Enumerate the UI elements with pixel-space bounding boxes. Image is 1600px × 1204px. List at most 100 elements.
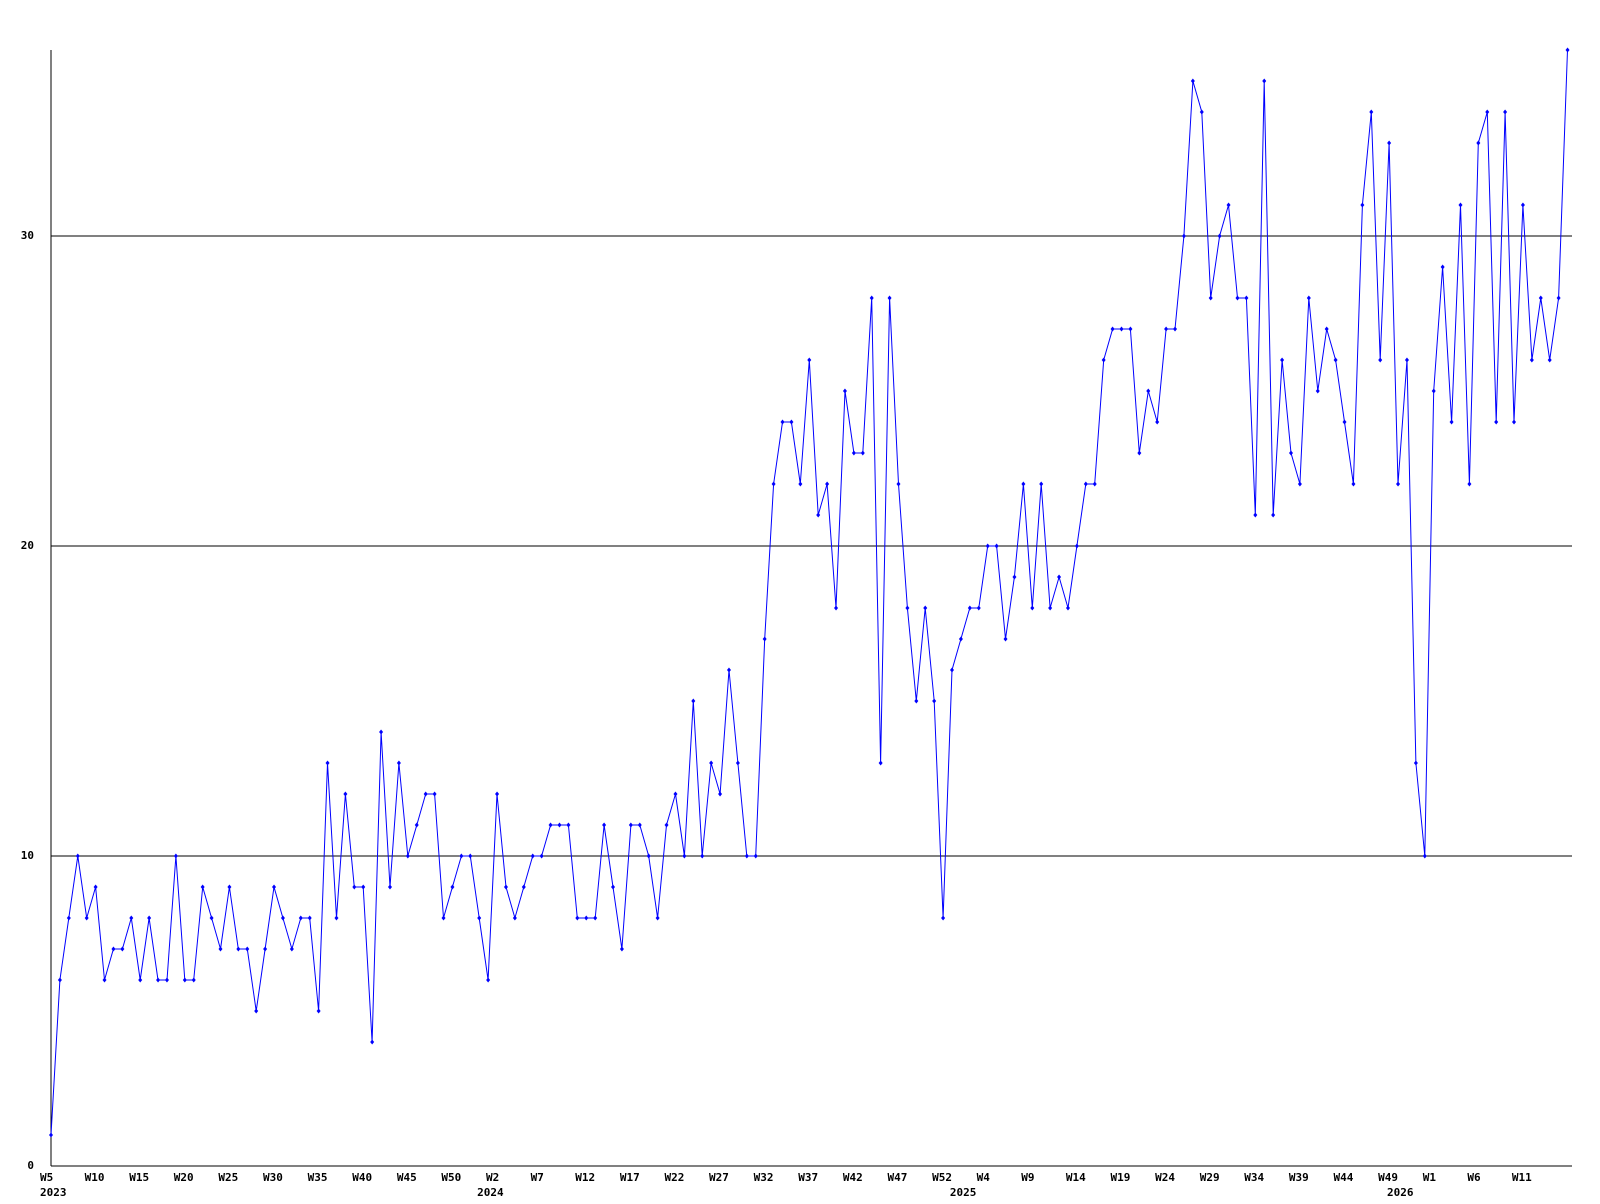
data-point — [405, 853, 410, 859]
data-point — [1137, 450, 1142, 456]
data-point — [298, 915, 303, 921]
data-point — [1476, 140, 1481, 146]
data-point — [1529, 357, 1534, 363]
data-point — [370, 1039, 375, 1045]
data-point — [834, 605, 839, 611]
data-point — [486, 977, 491, 983]
y-tick-label: 30 — [21, 229, 34, 242]
data-point — [602, 822, 607, 828]
data-point — [789, 419, 794, 425]
data-point — [932, 698, 937, 704]
data-point — [1306, 295, 1311, 301]
data-point — [325, 760, 330, 766]
x-tick-label: W25 — [218, 1171, 238, 1184]
data-point — [280, 915, 285, 921]
x-tick-label: W22 — [664, 1171, 684, 1184]
data-point — [343, 791, 348, 797]
data-point — [1547, 357, 1552, 363]
data-point — [1315, 388, 1320, 394]
data-point — [735, 760, 740, 766]
data-point — [263, 946, 268, 952]
year-label: 2024 — [477, 1186, 504, 1199]
data-point — [289, 946, 294, 952]
data-point — [1208, 295, 1213, 301]
data-point — [887, 295, 892, 301]
data-point — [49, 1132, 53, 1138]
data-point — [182, 977, 187, 983]
x-tick-label: W50 — [441, 1171, 461, 1184]
data-point — [1351, 481, 1356, 487]
data-point — [1413, 760, 1418, 766]
data-point — [521, 884, 526, 890]
x-tick-label: W27 — [709, 1171, 729, 1184]
data-point — [575, 915, 580, 921]
x-tick-label: W40 — [352, 1171, 372, 1184]
data-point — [1324, 326, 1329, 332]
data-point — [156, 977, 161, 983]
data-point — [209, 915, 214, 921]
data-point — [1012, 574, 1017, 580]
data-point — [646, 853, 651, 859]
data-point — [1396, 481, 1401, 487]
x-tick-label: W10 — [85, 1171, 105, 1184]
data-point — [1003, 636, 1008, 642]
data-point — [1360, 202, 1365, 208]
x-tick-label: W14 — [1066, 1171, 1086, 1184]
data-point — [218, 946, 223, 952]
data-point — [191, 977, 196, 983]
x-tick-label: W30 — [263, 1171, 283, 1184]
x-tick-label: W5 — [40, 1171, 53, 1184]
data-point — [102, 977, 107, 983]
x-tick-label: W12 — [575, 1171, 595, 1184]
data-point — [1110, 326, 1115, 332]
data-point — [869, 295, 874, 301]
data-point — [905, 605, 910, 611]
data-point — [1244, 295, 1249, 301]
data-point — [1262, 78, 1267, 84]
data-point — [432, 791, 437, 797]
data-point — [236, 946, 241, 952]
data-point — [1503, 109, 1508, 115]
data-point — [664, 822, 669, 828]
data-point — [851, 450, 856, 456]
data-point — [173, 853, 178, 859]
data-point — [1288, 450, 1293, 456]
data-point — [352, 884, 357, 890]
y-tick-label: 0 — [27, 1159, 34, 1172]
data-point — [744, 853, 749, 859]
x-tick-label: W39 — [1289, 1171, 1309, 1184]
data-point — [396, 760, 401, 766]
data-point — [950, 667, 955, 673]
data-point — [726, 667, 731, 673]
data-point — [1556, 295, 1561, 301]
data-point — [798, 481, 803, 487]
data-point — [539, 853, 544, 859]
x-tick-label: W20 — [174, 1171, 194, 1184]
x-tick-label: W32 — [754, 1171, 774, 1184]
data-point — [566, 822, 571, 828]
data-point — [816, 512, 821, 518]
data-point — [200, 884, 205, 890]
data-point — [245, 946, 250, 952]
data-point — [1342, 419, 1347, 425]
data-point — [1074, 543, 1079, 549]
data-point — [227, 884, 232, 890]
data-point — [976, 605, 981, 611]
data-point — [414, 822, 419, 828]
data-point — [57, 977, 62, 983]
data-point — [450, 884, 455, 890]
data-point — [780, 419, 785, 425]
data-point — [807, 357, 812, 363]
x-tick-label: W34 — [1244, 1171, 1264, 1184]
data-point — [1467, 481, 1472, 487]
data-point — [84, 915, 89, 921]
data-point — [967, 605, 972, 611]
data-point — [941, 915, 946, 921]
year-label: 2023 — [40, 1186, 67, 1199]
data-point — [1565, 47, 1570, 53]
data-point — [530, 853, 535, 859]
data-point — [958, 636, 963, 642]
data-point — [1101, 357, 1106, 363]
x-tick-label: W7 — [531, 1171, 544, 1184]
